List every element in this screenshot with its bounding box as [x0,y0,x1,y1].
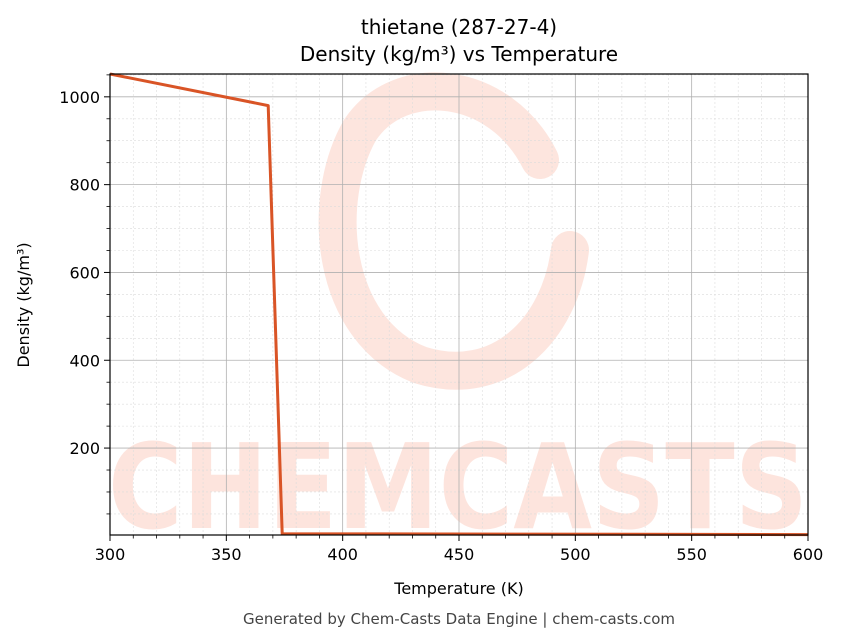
grid [109,74,809,535]
watermark-logo-arc [318,72,589,390]
chart-title-line2: Density (kg/m³) vs Temperature [300,42,618,66]
x-axis-label: Temperature (K) [393,579,523,598]
y-tick-label: 600 [69,263,100,282]
footer-credit: Generated by Chem-Casts Data Engine | ch… [243,610,675,628]
x-tick-label: 550 [676,545,707,564]
y-tick-label: 1000 [59,88,100,107]
y-axis-ticks: 200 400 600 800 1000 [59,74,110,515]
x-tick-label: 600 [793,545,824,564]
x-tick-label: 400 [327,545,358,564]
y-axis-label: Density (kg/m³) [14,242,33,367]
watermark: CHEMCASTS [108,72,808,556]
x-tick-label: 300 [95,545,126,564]
x-tick-label: 450 [444,545,475,564]
y-tick-label: 800 [69,176,100,195]
chart-title-line1: thietane (287-27-4) [361,15,557,39]
x-tick-label: 500 [560,545,591,564]
y-tick-label: 200 [69,439,100,458]
series-line [109,72,809,537]
series-line-group [109,72,809,537]
y-tick-label: 400 [69,351,100,370]
x-tick-label: 350 [211,545,242,564]
x-axis-ticks: 300 350 400 450 500 550 600 [95,535,824,564]
